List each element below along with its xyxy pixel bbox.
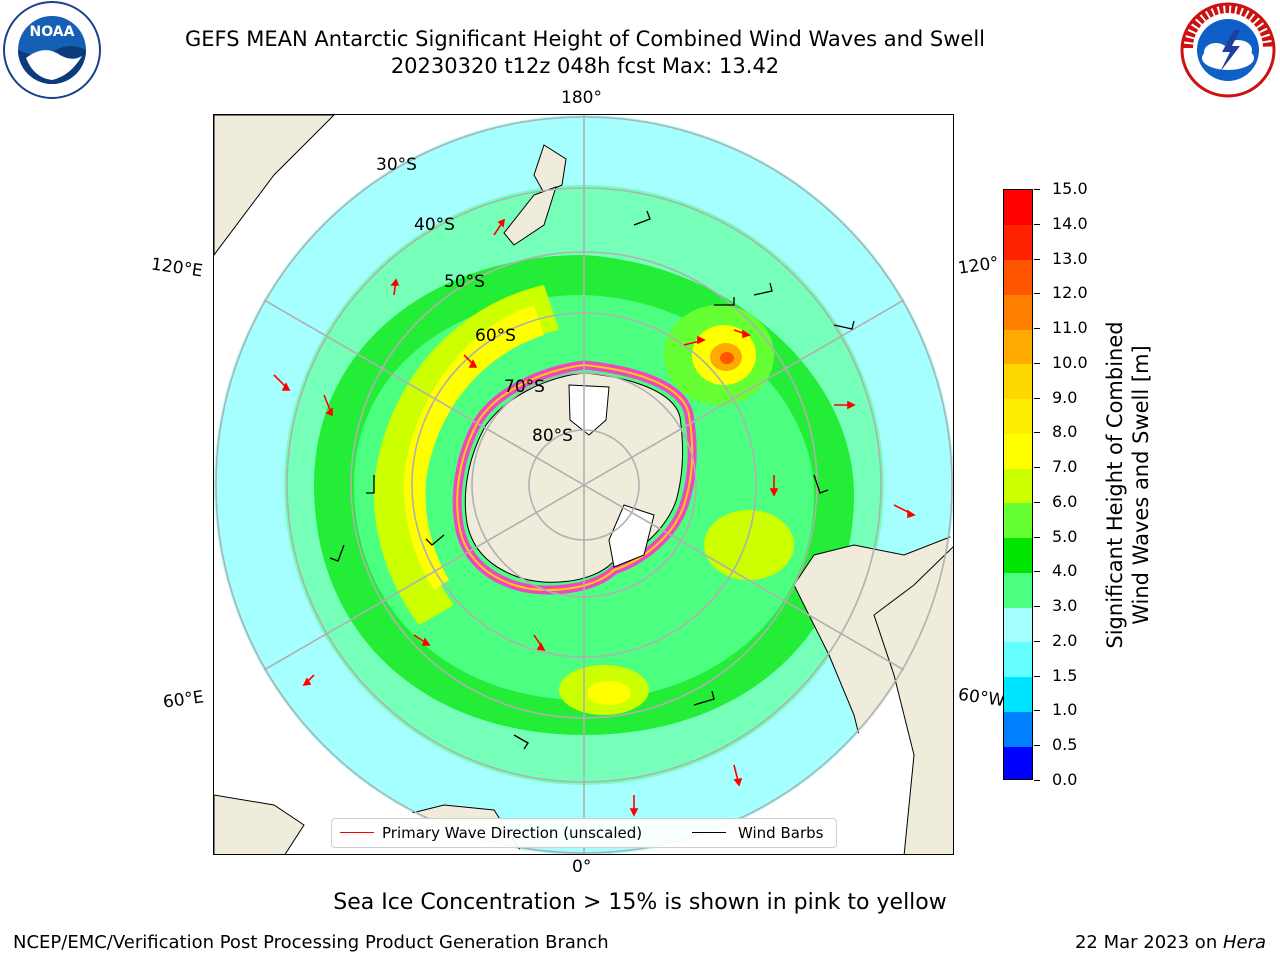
colorbar-title-line2: Wind Waves and Swell [m]	[1129, 345, 1153, 625]
colorbar-tick-label: 1.5	[1052, 665, 1078, 685]
colorbar-tick	[1034, 189, 1040, 190]
colorbar-tick-label: 3.0	[1052, 596, 1078, 616]
colorbar-tick	[1034, 675, 1040, 677]
weddell-ice-shelf	[608, 504, 655, 568]
lat-label-80s: 80°S	[532, 426, 573, 446]
legend-wind-barbs: Wind Barbs	[738, 824, 824, 842]
colorbar-segment	[1004, 433, 1032, 469]
colorbar-tick	[1034, 745, 1040, 747]
colorbar-tick	[1034, 640, 1040, 642]
colorbar-tick	[1034, 467, 1040, 469]
colorbar-segment	[1004, 329, 1032, 365]
colorbar-tick	[1034, 362, 1040, 364]
wave-direction-swatch	[340, 832, 374, 833]
drake-patch	[704, 510, 794, 580]
colorbar-segment	[1004, 190, 1032, 226]
colorbar-title-line1: Significant Height of Combined	[1103, 321, 1127, 649]
atlantic-patch-core	[587, 681, 631, 705]
colorbar-tick	[1034, 328, 1040, 330]
pacific-storm-max	[720, 352, 734, 364]
colorbar-segment	[1004, 711, 1032, 747]
footer-date: 22 Mar 2023 on Hera	[1075, 932, 1266, 953]
colorbar-segment	[1004, 259, 1032, 295]
sea-ice-note: Sea Ice Concentration > 15% is shown in …	[333, 890, 947, 915]
wind-barb-swatch	[692, 832, 726, 833]
corner-land-sw	[214, 794, 305, 854]
lat-label-70s: 70°S	[504, 377, 545, 397]
lat-label-40s: 40°S	[414, 215, 455, 235]
colorbar-tick	[1034, 258, 1040, 260]
ross-ice-shelf	[568, 384, 610, 436]
wave-direction-arrows	[273, 218, 916, 817]
colorbar-tick-label: 0.5	[1052, 735, 1078, 755]
colorbar-segment	[1004, 224, 1032, 260]
map-legend: Primary Wave Direction (unscaled) Wind B…	[331, 818, 837, 848]
colorbar-segment	[1004, 572, 1032, 608]
lat-label-50s: 50°S	[444, 272, 485, 292]
colorbar-segment	[1004, 607, 1032, 643]
colorbar	[1003, 189, 1033, 780]
colorbar-segment	[1004, 363, 1032, 400]
lat-label-30s: 30°S	[376, 155, 417, 175]
colorbar-segment	[1004, 468, 1032, 504]
colorbar-tick	[1034, 571, 1040, 573]
colorbar-tick-label: 5.0	[1052, 526, 1078, 546]
colorbar-tick-label: 14.0	[1052, 213, 1088, 233]
colorbar-tick	[1034, 606, 1040, 608]
colorbar-tick	[1034, 710, 1040, 712]
legend-wave-direction: Primary Wave Direction (unscaled)	[382, 824, 643, 842]
lon-label-0: 0°	[572, 857, 592, 877]
colorbar-tick-label: 4.0	[1052, 561, 1078, 581]
colorbar-tick-label: 12.0	[1052, 283, 1088, 303]
corner-land-e	[873, 546, 953, 854]
chart-title: GEFS MEAN Antarctic Significant Height o…	[184, 27, 986, 51]
colorbar-segment	[1004, 294, 1032, 330]
new-zealand-south	[503, 186, 557, 246]
colorbar-tick-label: 11.0	[1052, 318, 1088, 338]
colorbar-segment	[1004, 641, 1032, 678]
colorbar-tick-label: 13.0	[1052, 248, 1088, 268]
map-panel: 30°S 40°S 50°S 60°S 70°S 80°S	[213, 114, 954, 855]
noaa-logo: NOAA	[3, 1, 101, 99]
wind-barbs	[329, 210, 855, 750]
colorbar-segment	[1004, 502, 1032, 539]
lon-label-120e: 120°E	[149, 254, 204, 282]
colorbar-tick	[1034, 432, 1040, 434]
sea-ice-edge-yellow	[456, 363, 694, 591]
colorbar-tick-label: 1.0	[1052, 700, 1078, 720]
colorbar-tick	[1034, 536, 1040, 538]
colorbar-tick	[1034, 223, 1040, 225]
colorbar-tick-label: 15.0	[1052, 179, 1088, 198]
colorbar-tick	[1034, 780, 1040, 781]
colorbar-tick	[1034, 293, 1040, 295]
lon-label-60w: 60°W	[956, 684, 1007, 712]
lon-label-180: 180°	[561, 88, 602, 108]
footer-host: Hera	[1222, 932, 1266, 953]
colorbar-segment	[1004, 398, 1032, 434]
colorbar-tick-label: 10.0	[1052, 352, 1088, 372]
polar-map: 30°S 40°S 50°S 60°S 70°S 80°S	[214, 115, 953, 854]
colorbar-tick	[1034, 397, 1040, 399]
colorbar-tick-label: 8.0	[1052, 422, 1078, 442]
colorbar-tick	[1034, 501, 1040, 503]
lon-label-120w: 120°	[956, 253, 1001, 279]
svg-text:NOAA: NOAA	[30, 24, 75, 40]
colorbar-segment	[1004, 746, 1032, 779]
colorbar-tick-label: 7.0	[1052, 457, 1078, 477]
colorbar-tick-label: 0.0	[1052, 770, 1078, 789]
lat-label-60s: 60°S	[475, 326, 516, 346]
chart-subtitle: 20230320 t12z 048h fcst Max: 13.42	[390, 54, 780, 78]
national-weather-service-logo	[1180, 2, 1276, 98]
colorbar-tick-label: 2.0	[1052, 630, 1078, 650]
corner-land-nw	[214, 115, 335, 256]
colorbar-segment	[1004, 676, 1032, 712]
footer-branch: NCEP/EMC/Verification Post Processing Pr…	[13, 932, 609, 953]
colorbar-segment	[1004, 537, 1032, 573]
graticule	[215, 115, 953, 854]
colorbar-tick-label: 9.0	[1052, 387, 1078, 407]
colorbar-tick-label: 6.0	[1052, 491, 1078, 511]
colorbar-title: Significant Height of Combined Wind Wave…	[1102, 275, 1154, 695]
footer-date-text: 22 Mar 2023 on	[1074, 932, 1223, 953]
lon-label-60e: 60°E	[161, 687, 206, 713]
